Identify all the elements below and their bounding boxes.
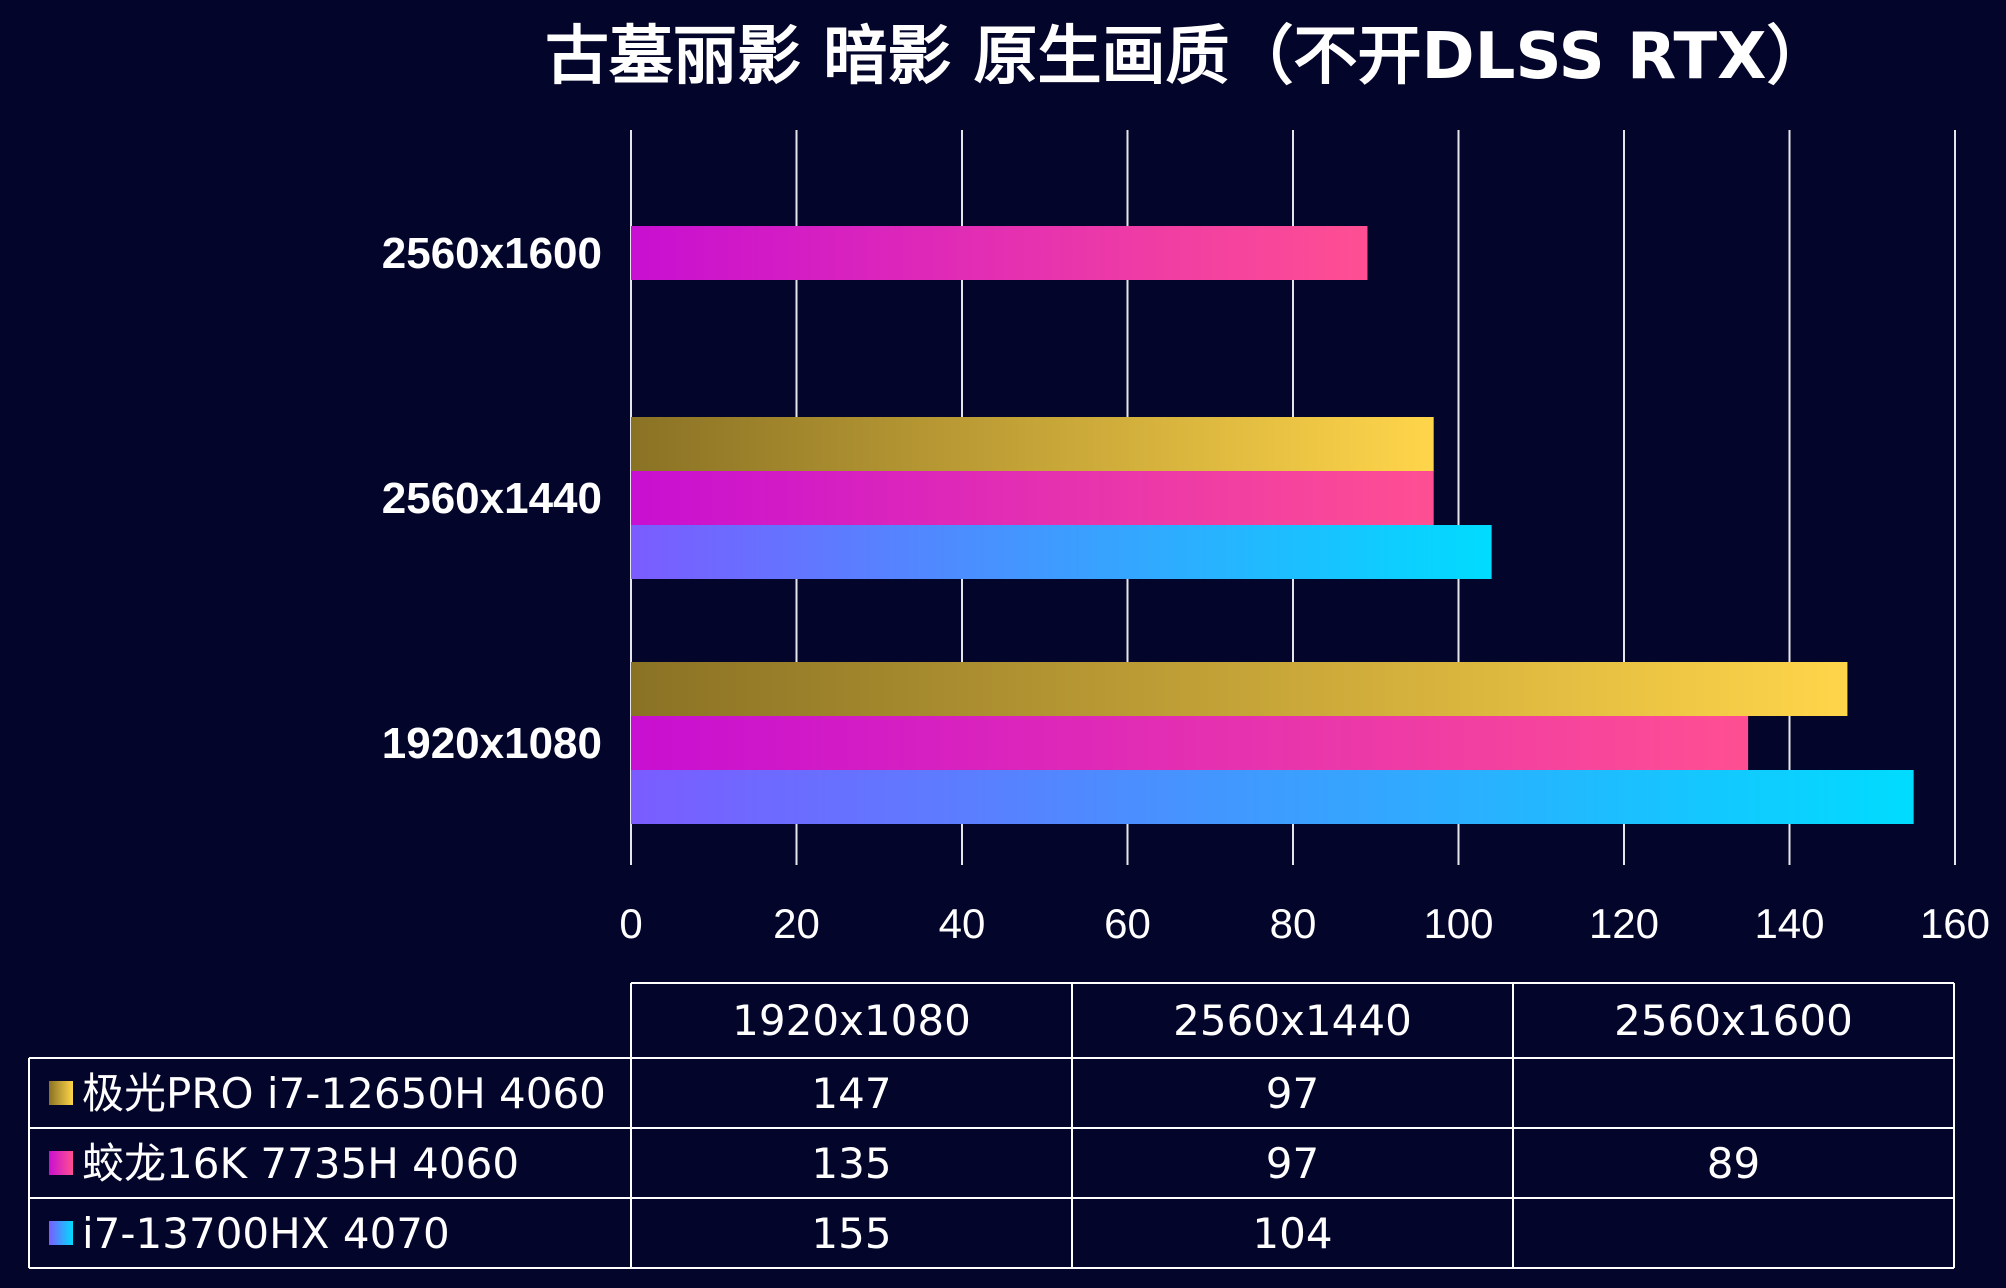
x-tick-label: 80 [1270, 900, 1317, 947]
bar [631, 716, 1749, 770]
category-label: 1920x1080 [382, 719, 602, 768]
bar [631, 471, 1434, 525]
category-label: 2560x1600 [382, 229, 602, 278]
x-axis-ticks: 0 20 40 60 80 100 120 140 160 [619, 900, 1990, 947]
legend-swatch [49, 1151, 73, 1175]
table-header: 2560x1440 [1173, 996, 1412, 1045]
x-tick-label: 40 [939, 900, 986, 947]
bar [631, 417, 1434, 471]
x-tick-label: 160 [1920, 900, 1990, 947]
legend-swatch [49, 1221, 73, 1245]
legend-entry: 蛟龙16K 7735H 4060 [82, 1139, 519, 1188]
data-table: 1920x1080 2560x1440 2560x1600 极光PRO i7-1265… [28, 982, 1955, 1269]
x-tick-label: 120 [1589, 900, 1659, 947]
bar [631, 226, 1368, 280]
legend-entry: 极光PRO i7-12650H 4060 [82, 1069, 606, 1118]
chart-title: 古墓丽影 暗影 原生画质（不开DLSS RTX） [545, 20, 1830, 94]
x-tick-label: 140 [1754, 900, 1824, 947]
table-cell: 155 [811, 1209, 891, 1258]
bars [631, 226, 1914, 824]
category-label: 2560x1440 [382, 474, 602, 523]
x-tick-label: 100 [1423, 900, 1493, 947]
legend-swatch [49, 1081, 73, 1105]
table-cell: 135 [811, 1139, 891, 1188]
category-labels: 1920x1080 2560x1440 2560x1600 [382, 229, 602, 768]
table-cell: 97 [1266, 1139, 1319, 1188]
bar [631, 525, 1492, 579]
legend-entry: i7-13700HX 4070 [82, 1209, 450, 1258]
table-header: 1920x1080 [732, 996, 971, 1045]
table-cell: 97 [1266, 1069, 1319, 1118]
x-tick-label: 60 [1104, 900, 1151, 947]
bar [631, 770, 1914, 824]
x-tick-label: 20 [773, 900, 820, 947]
table-header: 2560x1600 [1614, 996, 1853, 1045]
bar [631, 662, 1848, 716]
x-tick-label: 0 [619, 900, 642, 947]
table-cell: 89 [1707, 1139, 1760, 1188]
table-cell: 147 [811, 1069, 891, 1118]
table-cell: 104 [1252, 1209, 1332, 1258]
